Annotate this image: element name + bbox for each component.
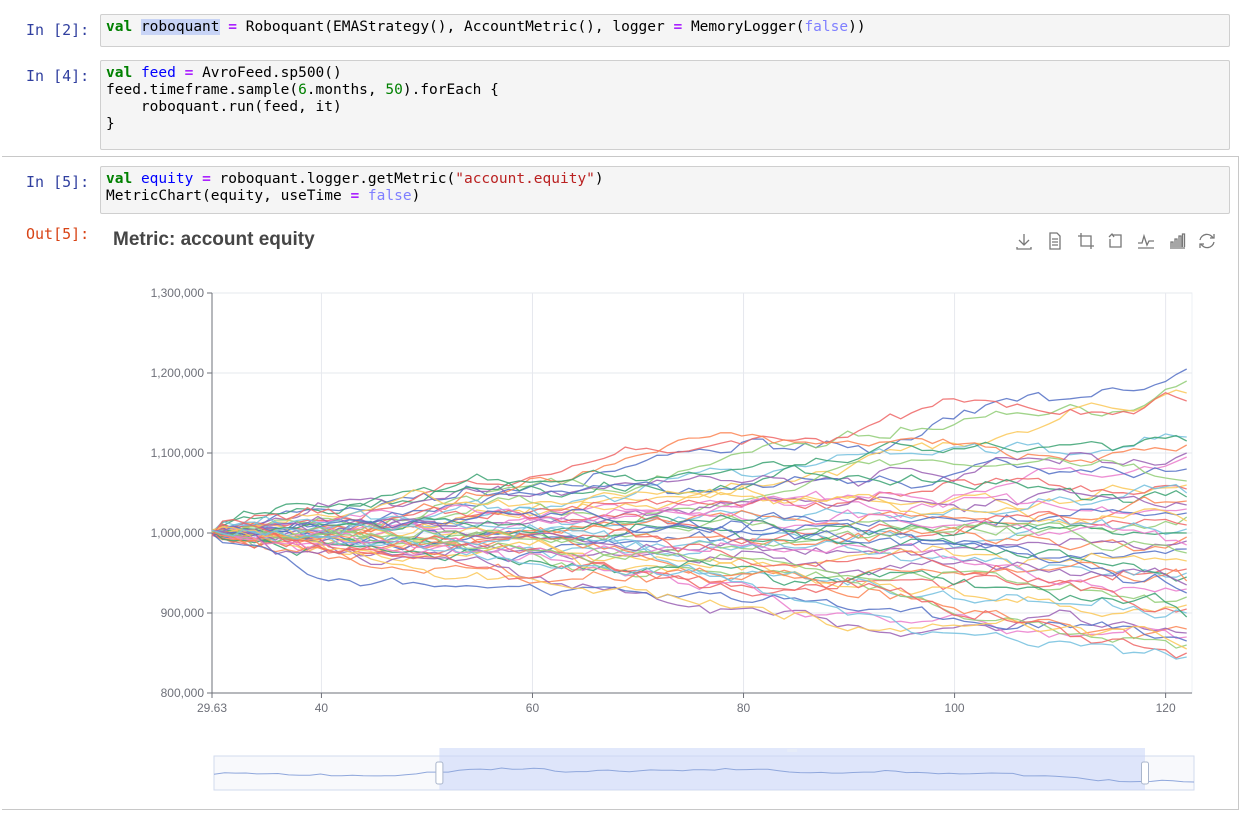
chart-title: Metric: account equity: [113, 229, 315, 250]
line-chart-icon[interactable]: [1136, 231, 1156, 251]
operator: =: [673, 19, 683, 35]
keyword: val: [106, 19, 133, 35]
operator: =: [184, 65, 194, 81]
code-text: roboquant.run(feed, it): [106, 99, 342, 115]
code-text: }: [106, 116, 115, 132]
input-prompt: In [5]:: [26, 173, 90, 191]
number-literal: 50: [385, 82, 403, 98]
code-text: .months,: [306, 82, 386, 98]
restore-icon[interactable]: [1197, 231, 1217, 251]
code-editor[interactable]: val equity = roboquant.logger.getMetric(…: [100, 166, 1230, 214]
output-prompt: Out[5]:: [26, 225, 90, 243]
variable-name: equity: [140, 171, 194, 187]
keyword: val: [106, 65, 133, 81]
input-prompt: In [2]:: [26, 21, 90, 39]
download-icon[interactable]: [1014, 231, 1034, 251]
code-text: Roboquant(EMAStrategy(), AccountMetric()…: [245, 19, 674, 35]
code-text: MemoryLogger(: [682, 19, 805, 35]
code-text: ): [411, 188, 421, 204]
code-text: feed.timeframe.sample(: [106, 82, 299, 98]
variable-name: roboquant: [140, 19, 220, 35]
code-text: ).forEach {: [402, 82, 499, 98]
number-literal: 6: [298, 82, 307, 98]
zoom-icon[interactable]: [1076, 231, 1096, 251]
code-editor[interactable]: val feed = AvroFeed.sp500() feed.timefra…: [100, 60, 1230, 150]
code-editor[interactable]: val roboquant = Roboquant(EMAStrategy(),…: [100, 14, 1230, 47]
code-text: ): [594, 171, 604, 187]
keyword: val: [106, 171, 133, 187]
operator: =: [202, 171, 211, 187]
selected-cell-border: [2, 156, 1239, 810]
data-view-icon[interactable]: [1045, 231, 1065, 251]
input-prompt: In [4]:: [26, 67, 90, 85]
bar-chart-icon[interactable]: [1167, 231, 1187, 251]
variable-name: feed: [140, 65, 176, 81]
operator: =: [228, 19, 237, 35]
boolean-literal: false: [804, 19, 849, 35]
boolean-literal: false: [367, 188, 412, 204]
code-text: )): [848, 19, 866, 35]
string-literal: "account.equity": [455, 171, 595, 187]
code-text: MetricChart(equity, useTime: [106, 188, 351, 204]
operator: =: [350, 188, 360, 204]
code-text: roboquant.logger.getMetric(: [219, 171, 456, 187]
zoom-reset-icon[interactable]: [1106, 231, 1126, 251]
code-text: AvroFeed.sp500(): [202, 65, 342, 81]
